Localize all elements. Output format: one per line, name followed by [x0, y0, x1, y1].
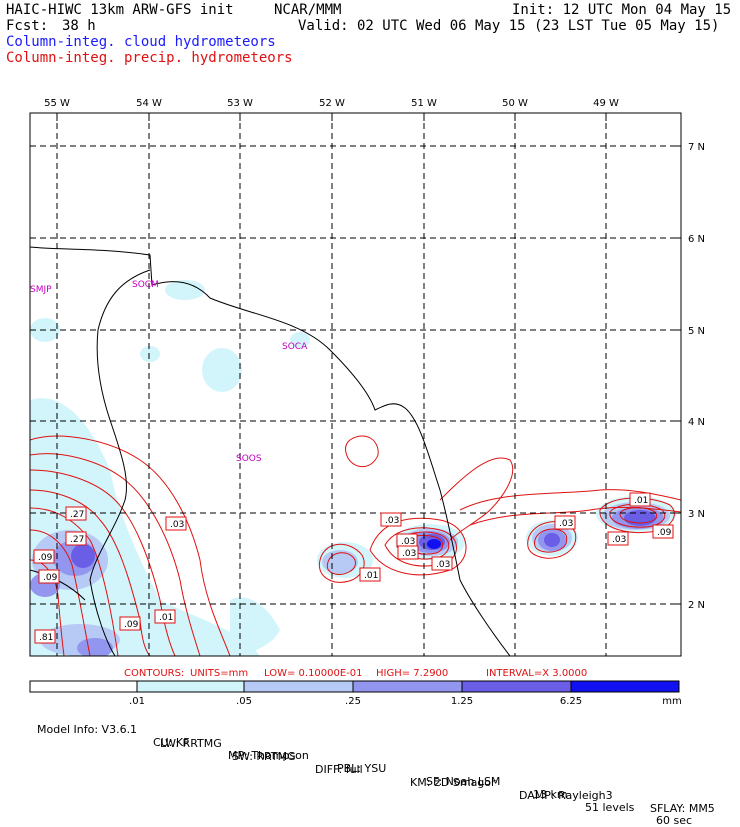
org-label: NCAR/MMM: [274, 2, 342, 18]
info-damp: DAMP: Rayleigh3: [519, 789, 613, 802]
contour-label: .03: [402, 549, 416, 559]
contour-labels: .27 .27 .09 .03 .03 .03 .01 .03 .03 .09 …: [33, 492, 674, 644]
contour-label-box: .03: [431, 556, 453, 571]
frame-ticks: [56, 113, 681, 605]
contour-label-box: .09: [119, 616, 141, 631]
lon-label: 55 W: [44, 98, 70, 109]
units-label: UNITS=mm: [190, 668, 248, 679]
field-precip-label: Column-integ. precip. hydrometeors: [6, 50, 293, 66]
contour-label-box: .01: [154, 609, 176, 624]
colorbar-tick: .01: [129, 696, 145, 707]
lon-label: 49 W: [593, 98, 619, 109]
station-socm: SOCM: [132, 280, 159, 290]
contour-label: .27: [70, 510, 84, 520]
info-levels: 51 levels: [585, 801, 635, 814]
contour-label-box: .09: [33, 549, 55, 564]
contour-label: .03: [612, 535, 626, 545]
info-km: KM: 2D Smagor: [410, 776, 496, 789]
info-sw: SW: RRTMG: [232, 750, 296, 763]
lat-label: 6 N: [688, 234, 705, 245]
init-label: Init: 12 UTC Mon 04 May 15: [512, 2, 732, 18]
station-labels: SMJP SOCM SOCA SOOS: [30, 280, 308, 464]
station-soos: SOOS: [236, 454, 262, 464]
lon-label: 54 W: [136, 98, 162, 109]
contour-label: .01: [364, 571, 378, 581]
hydrometeor-shading: [30, 280, 676, 656]
lat-label: 4 N: [688, 417, 705, 428]
model-info-line1: Model Info: V3.6.1 CU: KF MP: Thompson P…: [30, 710, 692, 827]
contour-label: .09: [657, 528, 672, 538]
valid-label: Valid: 02 UTC Wed 06 May 15 (23 LST Tue …: [298, 18, 720, 34]
contours-label: CONTOURS:: [124, 668, 184, 679]
contour-label: .03: [559, 519, 573, 529]
contour-label: .27: [70, 535, 84, 545]
contour-label: .09: [38, 553, 53, 563]
lon-label: 51 W: [411, 98, 437, 109]
colorbar-tick: 6.25: [560, 696, 582, 707]
lon-label: 50 W: [502, 98, 528, 109]
lon-label: 52 W: [319, 98, 345, 109]
lon-labels: 55 W 54 W 53 W 52 W 51 W 50 W 49 W: [44, 98, 619, 109]
contour-label: .09: [124, 620, 139, 630]
field-cloud-label: Column-integ. cloud hydrometeors: [6, 34, 276, 50]
info-timestep: 60 sec: [656, 814, 693, 827]
colorbar-units: mm: [662, 696, 681, 707]
contour-label-box: .03: [380, 512, 402, 527]
lat-label: 3 N: [688, 509, 705, 520]
info-sflay: SFLAY: MM5: [650, 802, 715, 815]
colorbar-ticks: .01 .05 .25 1.25 6.25 mm: [129, 696, 682, 707]
contour-label-box: .01: [629, 492, 651, 507]
map-panel: 55 W 54 W 53 W 52 W 51 W 50 W 49 W 7 N 6…: [29, 98, 705, 707]
contour-label: .03: [385, 516, 399, 526]
lat-label: 7 N: [688, 142, 705, 153]
interval-label: INTERVAL=X 3.0000: [486, 668, 587, 679]
contours-info: CONTOURS: UNITS=mm LOW= 0.10000E-01 HIGH…: [124, 668, 587, 679]
lat-label: 5 N: [688, 326, 705, 337]
station-smjp: SMJP: [30, 285, 52, 295]
contour-label: .03: [170, 520, 184, 530]
model-info-line2: LW: RRTMG SW: RRTMG DIFF: full KM: 2D Sm…: [153, 724, 715, 815]
colorbar-tick: .25: [345, 696, 361, 707]
colorbar-tick: .05: [236, 696, 252, 707]
contour-label-box: .27: [65, 506, 87, 521]
fcst-value: 38 h: [62, 18, 96, 34]
lat-labels: 7 N 6 N 5 N 4 N 3 N 2 N: [688, 142, 705, 611]
lon-label: 53 W: [227, 98, 253, 109]
lat-label: 2 N: [688, 600, 705, 611]
fcst-label: Fcst:: [6, 18, 49, 34]
contour-label: .03: [436, 560, 450, 570]
contour-label: .09: [43, 573, 58, 583]
contour-label-box: .09: [652, 524, 674, 539]
precip-contours: [30, 435, 681, 656]
low-label: LOW= 0.10000E-01: [264, 668, 363, 679]
contour-label-box: .03: [396, 533, 418, 548]
contour-label-box: .81: [34, 629, 56, 644]
contour-label: .81: [39, 633, 53, 643]
contour-label-box: .01: [359, 567, 381, 582]
model-title: HAIC-HIWC 13km ARW-GFS init: [6, 2, 234, 18]
high-label: HIGH= 7.2900: [376, 668, 448, 679]
contour-label: .01: [159, 613, 173, 623]
info-diff: DIFF: full: [315, 763, 363, 776]
contour-label: .03: [401, 537, 415, 547]
contour-label-box: .03: [607, 531, 629, 546]
contour-label-box: .03: [165, 516, 187, 531]
contour-label-box: .03: [397, 545, 419, 560]
contour-label-box: .27: [65, 531, 87, 546]
contour-label: .01: [634, 496, 648, 506]
contour-label-box: .09: [38, 569, 60, 584]
info-version: Model Info: V3.6.1: [37, 723, 138, 736]
map-frame: [29, 112, 682, 657]
lat-lon-grid: [30, 113, 681, 656]
colorbar: [29, 680, 680, 693]
colorbar-tick: 1.25: [451, 696, 473, 707]
info-lw: LW: RRTMG: [160, 737, 222, 750]
station-soca: SOCA: [282, 342, 308, 352]
contour-label-box: .03: [554, 515, 576, 530]
